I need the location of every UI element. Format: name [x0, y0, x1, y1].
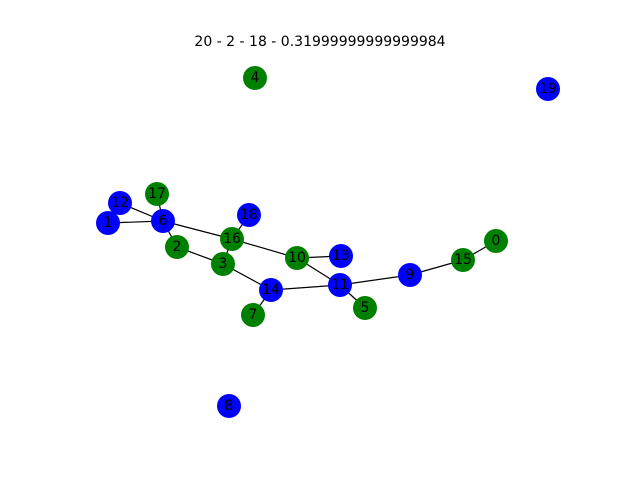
node-label-3: 3	[219, 256, 228, 272]
node-11	[328, 273, 352, 297]
node-label-13: 13	[332, 248, 350, 264]
graph-title: 20 - 2 - 18 - 0.31999999999999984	[194, 34, 446, 50]
node-3	[211, 252, 235, 276]
node-label-12: 12	[111, 195, 129, 211]
node-label-15: 15	[454, 252, 472, 268]
node-16	[220, 227, 244, 251]
node-7	[241, 303, 265, 327]
node-14	[259, 278, 283, 302]
node-6	[151, 209, 175, 233]
node-12	[108, 191, 132, 215]
node-2	[165, 235, 189, 259]
node-1	[96, 211, 120, 235]
node-4	[243, 66, 267, 90]
node-17	[145, 182, 169, 206]
node-label-6: 6	[159, 213, 168, 229]
node-label-9: 9	[406, 267, 415, 283]
node-label-17: 17	[148, 186, 166, 202]
node-13	[329, 244, 353, 268]
node-label-2: 2	[173, 239, 182, 255]
node-19	[536, 77, 560, 101]
node-label-1: 1	[104, 215, 113, 231]
node-label-19: 19	[539, 81, 557, 97]
node-label-16: 16	[223, 231, 241, 247]
node-0	[484, 229, 508, 253]
node-label-10: 10	[288, 250, 306, 266]
node-label-4: 4	[251, 70, 260, 86]
node-8	[217, 394, 241, 418]
node-18	[237, 203, 261, 227]
node-label-11: 11	[331, 277, 349, 293]
node-label-0: 0	[492, 233, 501, 249]
node-label-7: 7	[249, 307, 258, 323]
node-label-8: 8	[225, 398, 234, 414]
node-label-14: 14	[262, 282, 280, 298]
node-10	[285, 246, 309, 270]
node-label-18: 18	[240, 207, 258, 223]
node-label-5: 5	[361, 300, 370, 316]
node-15	[451, 248, 475, 272]
node-5	[353, 296, 377, 320]
node-9	[398, 263, 422, 287]
